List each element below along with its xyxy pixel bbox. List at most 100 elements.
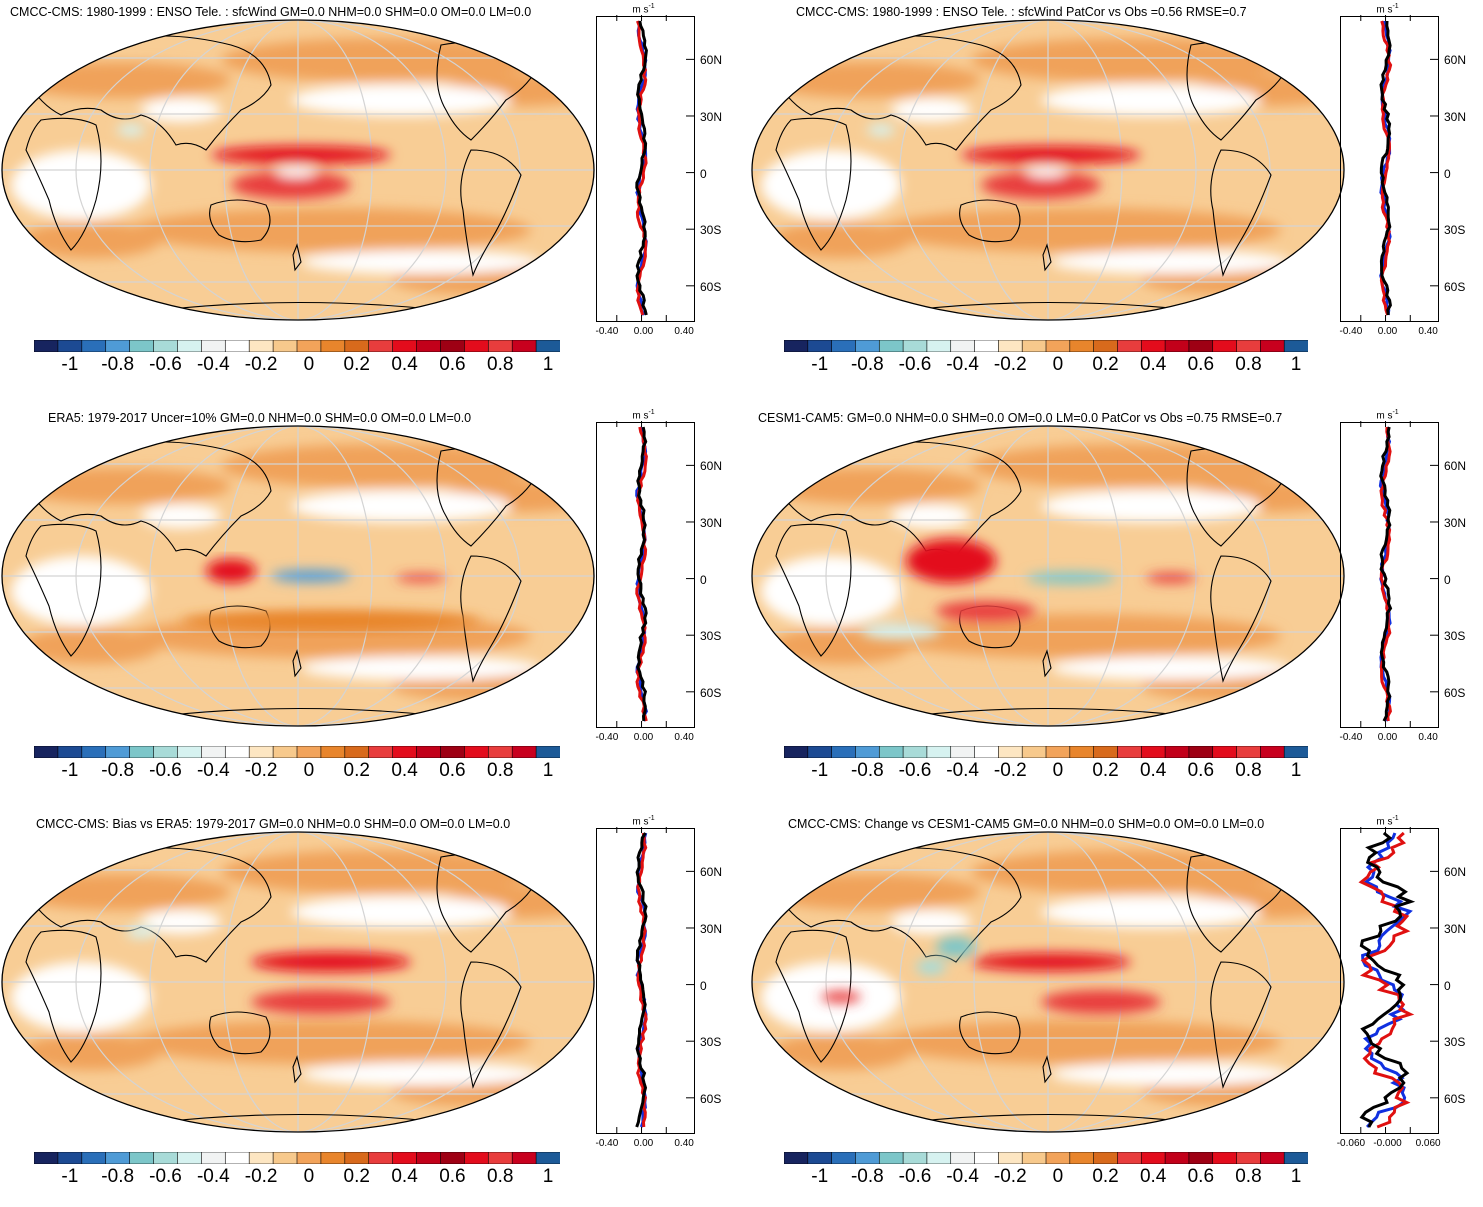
colorbar-swatch [1260,340,1285,352]
colorbar-label: -0.8 [101,1166,135,1187]
colorbar-label: -1 [61,1166,79,1187]
colorbar-swatch [974,340,999,352]
colorbar-label: -0.4 [946,1166,979,1187]
panel-title: CMCC-CMS: 1980-1999 : ENSO Tele. : sfcWi… [796,5,1247,19]
colorbar-swatch [487,340,513,352]
lat-label: 30S [700,223,722,238]
world-map [1,0,595,330]
colorbar-label: -0.8 [850,760,884,781]
colorbar-swatch [105,340,131,352]
colorbar-swatch [344,1152,370,1164]
zonal-profile: m s-1 60N 30N 0 30S 60S -0.40 0.00 0.40 [1339,3,1466,337]
colorbar-swatch [487,746,513,758]
colorbar-label: 0.8 [1235,1166,1262,1187]
colorbar-label: 0.8 [487,354,514,375]
lat-label: 0 [1444,166,1451,181]
colorbar-swatch [248,746,274,758]
colorbar-swatch [535,340,560,352]
colorbar-swatch [535,1152,560,1164]
colorbar-swatch [34,1152,59,1164]
colorbar-swatch [1236,746,1261,758]
lat-label: 60S [1444,279,1466,294]
colorbar-swatch [248,340,274,352]
colorbar-swatch [464,340,489,352]
panel-title: CMCC-CMS: Change vs CESM1-CAM5 GM=0.0 NH… [788,817,1265,831]
colorbar-swatch [57,1152,83,1164]
colorbar-swatch [1140,746,1166,758]
lat-label: 30N [1444,109,1467,124]
colorbar-swatch [1260,746,1285,758]
colorbar-swatch [320,340,346,352]
x-tick-label: 0.00 [633,732,654,743]
x-tick-label: -0.40 [595,1138,619,1149]
profile-unit: m s-1 [1376,409,1399,422]
world-map [751,406,1345,736]
colorbar-label: 0.8 [1235,354,1262,375]
colorbar-swatch [1164,1152,1190,1164]
lat-label: 60S [700,1091,722,1106]
colorbar-swatch [392,340,418,352]
x-tick-label: -0.000 [1373,1138,1402,1149]
zonal-profile: m s-1 60N 30N 0 30S 60S -0.060 -0.000 0.060 [1337,815,1466,1149]
colorbar-swatch [1021,1152,1047,1164]
colorbar-label: 0 [1052,1166,1064,1187]
profile-unit: m s-1 [1376,3,1399,16]
world-map [1,812,595,1142]
colorbar-label: -0.2 [244,760,278,781]
colorbar-swatch [1140,340,1166,352]
panel-title: CMCC-CMS: 1980-1999 : ENSO Tele. : sfcWi… [10,5,532,19]
colorbar-swatch [368,1152,394,1164]
colorbar-swatch [296,1152,322,1164]
colorbar-swatch [1212,746,1238,758]
colorbar-label: -0.6 [149,760,182,781]
panel-cmcc-tele: CMCC-CMS: 1980-1999 : ENSO Tele. : sfcWi… [0,0,742,395]
panel-change: CMCC-CMS: Change vs CESM1-CAM5 GM=0.0 NH… [742,812,1483,1207]
colorbar-label: 0 [303,760,315,781]
lat-label: 30N [1444,515,1467,530]
profile-line [1358,832,1415,1129]
lat-label: 60S [700,279,722,294]
x-tick-label: 0.00 [633,1138,654,1149]
colorbar-swatch [902,340,928,352]
profile-line [635,832,649,1128]
colorbar-label: 0.6 [1187,760,1215,781]
colorbar-swatch [416,340,442,352]
colorbar-label: 0.4 [391,760,418,781]
profile-plot [616,15,695,322]
colorbar-label: 1 [542,354,554,375]
colorbar-swatch [1021,746,1047,758]
x-tick-label: 0.00 [1377,732,1398,743]
lat-label: 30S [700,1035,722,1050]
colorbar-swatch [950,1152,976,1164]
colorbar-swatch [224,1152,250,1164]
colorbar-swatch [950,746,976,758]
colorbar-label: 0.6 [1187,1166,1215,1187]
colorbar-swatch [81,746,107,758]
colorbar-label: -0.2 [993,354,1027,375]
colorbar-swatch [902,1152,928,1164]
colorbar-swatch [511,746,537,758]
colorbar-swatch [855,1152,880,1164]
colorbar-label: -0.4 [946,354,979,375]
lat-label: 60S [1444,1091,1466,1106]
panel-title: CESM1-CAM5: GM=0.0 NHM=0.0 SHM=0.0 OM=0.… [758,411,1283,425]
colorbar-swatch [926,746,952,758]
colorbar-swatch [1212,340,1238,352]
colorbar-swatch [201,1152,226,1164]
lat-label: 30S [1444,629,1466,644]
colorbar-swatch [1093,746,1119,758]
colorbar-swatch [129,1152,155,1164]
colorbar-swatch [464,1152,489,1164]
lat-label: 30N [700,921,723,936]
colorbar-label: 0.2 [1092,1166,1119,1187]
colorbar [784,746,1308,758]
colorbar-label: 0.8 [487,1166,514,1187]
lat-label: 0 [1444,978,1451,993]
colorbar-swatch [440,1152,465,1164]
profile-line [1379,21,1393,316]
colorbar-swatch [1260,1152,1285,1164]
colorbar-swatch [1188,1152,1214,1164]
colorbar-label: -0.6 [149,1166,182,1187]
profile-plot [1360,421,1439,728]
lat-label: 0 [700,978,707,993]
